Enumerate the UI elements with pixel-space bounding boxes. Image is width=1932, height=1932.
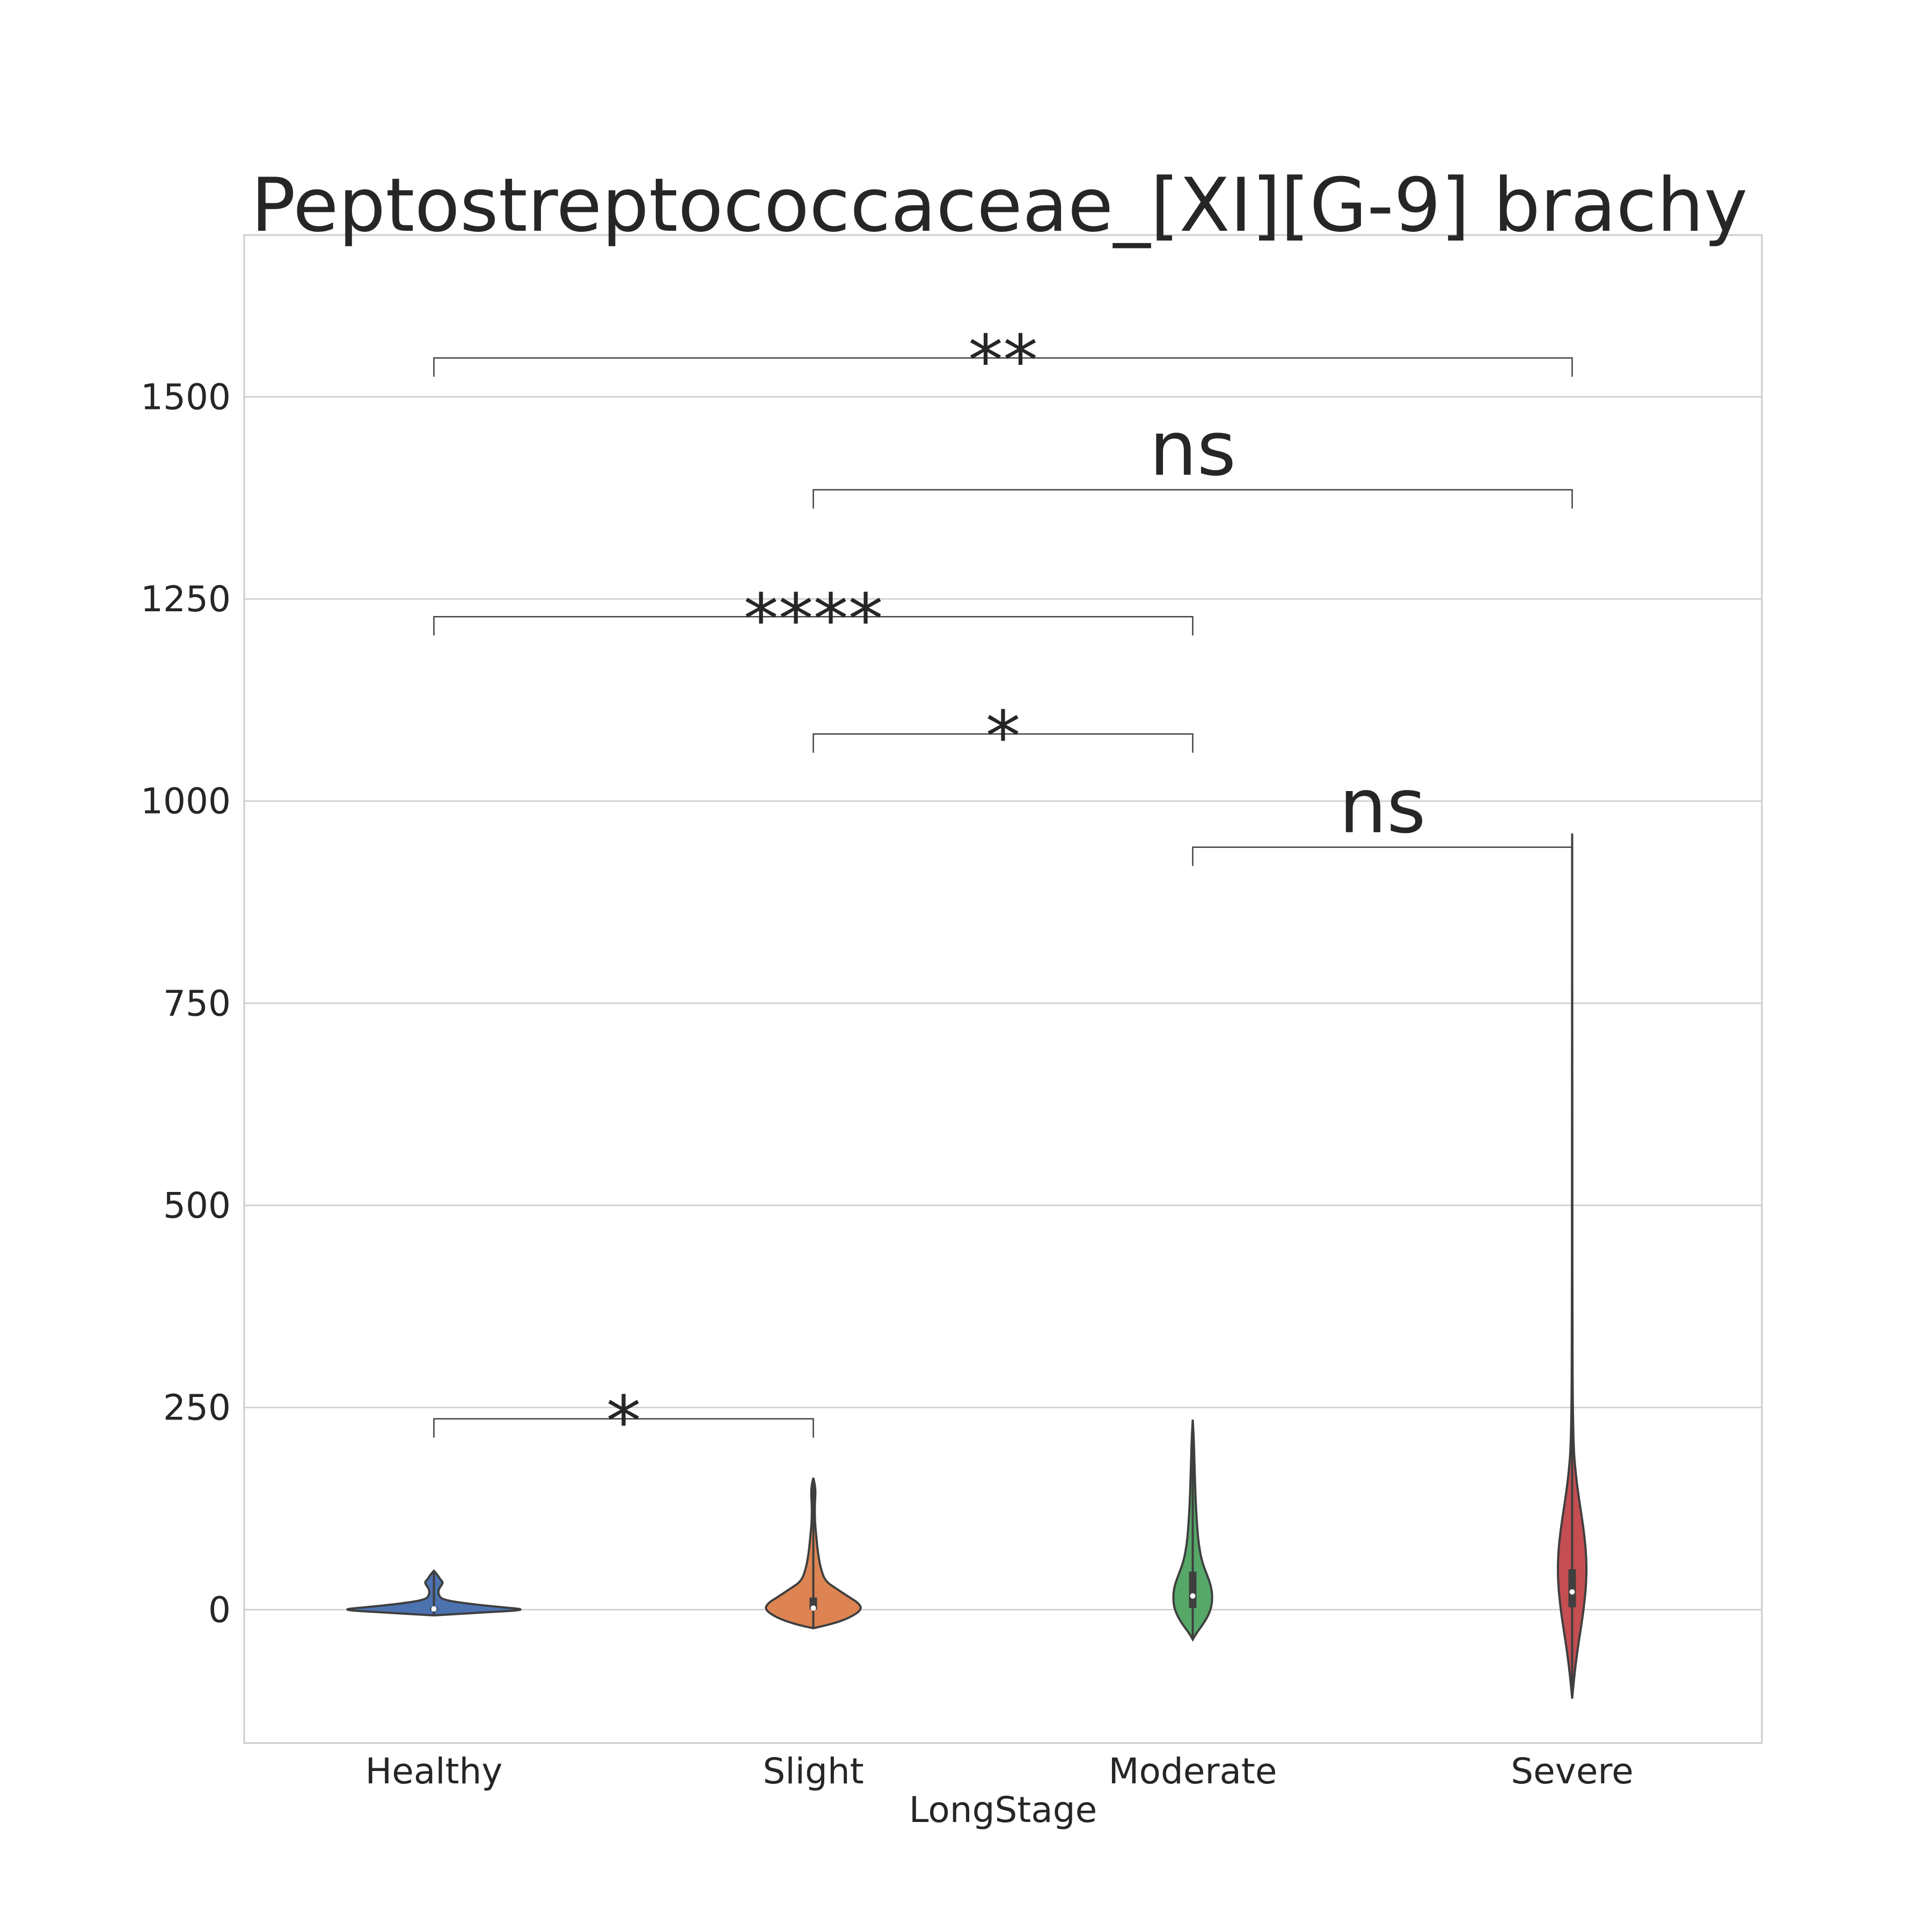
significance-bracket <box>433 357 1573 377</box>
significance-label: * <box>606 1381 641 1462</box>
violin-box <box>1189 1571 1197 1608</box>
plot-frame <box>243 234 1763 1744</box>
x-tick-label: Healthy <box>365 1751 503 1792</box>
significance-bracket <box>813 733 1194 753</box>
y-tick-label: 0 <box>208 1589 231 1630</box>
violin-median <box>810 1605 816 1611</box>
violin-median <box>1190 1593 1196 1599</box>
significance-label: ns <box>1339 763 1426 851</box>
x-axis-label: LongStage <box>909 1789 1097 1831</box>
y-tick-label: 1000 <box>141 781 231 822</box>
grid-lines <box>244 396 1762 1611</box>
significance-bracket <box>1192 846 1573 866</box>
x-tick-label: Moderate <box>1109 1751 1277 1792</box>
significance-annotations: *ns*****ns** <box>433 320 1573 1462</box>
x-tick-label: Slight <box>763 1751 863 1792</box>
significance-bracket <box>433 616 1194 636</box>
violin-box <box>1568 1569 1576 1607</box>
x-tick-label: Severe <box>1511 1751 1633 1792</box>
chart-title: Peptostreptococcaceae_[XI][G-9] brachy <box>251 162 1748 248</box>
significance-label: ** <box>968 320 1038 401</box>
y-tick-label: 750 <box>163 983 231 1024</box>
y-tick-labels: 0 250 500 750 1000 1250 1500 <box>141 376 231 1630</box>
x-tick-labels: Healthy Slight Moderate Severe <box>365 1751 1634 1792</box>
violins <box>346 833 1588 1699</box>
violin-median <box>431 1606 437 1612</box>
significance-label: ns <box>1150 406 1236 493</box>
y-tick-label: 1500 <box>141 376 231 418</box>
y-tick-label: 250 <box>163 1387 231 1429</box>
y-tick-label: 500 <box>163 1185 231 1226</box>
significance-label: * <box>986 696 1021 778</box>
significance-bracket <box>433 1418 814 1438</box>
violin-median <box>1569 1589 1575 1595</box>
significance-label: **** <box>744 579 883 660</box>
significance-bracket <box>813 489 1573 509</box>
y-tick-label: 1250 <box>141 579 231 620</box>
